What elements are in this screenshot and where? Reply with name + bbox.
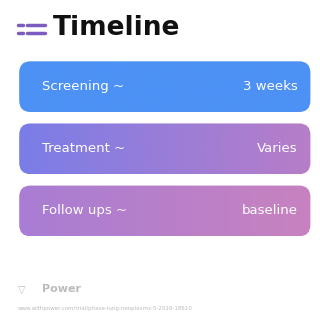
Text: Varies: Varies [257, 142, 298, 155]
Text: www.withpower.com/trial/phase-lung-neoplasms-5-2016-18610: www.withpower.com/trial/phase-lung-neopl… [18, 306, 192, 311]
Text: Treatment ~: Treatment ~ [42, 142, 125, 155]
Text: ▽: ▽ [18, 284, 25, 294]
Text: baseline: baseline [242, 204, 298, 217]
Text: Screening ~: Screening ~ [42, 80, 124, 93]
Text: Timeline: Timeline [53, 15, 180, 42]
Text: Follow ups ~: Follow ups ~ [42, 204, 127, 217]
Text: 3 weeks: 3 weeks [243, 80, 298, 93]
Text: Power: Power [42, 284, 81, 294]
